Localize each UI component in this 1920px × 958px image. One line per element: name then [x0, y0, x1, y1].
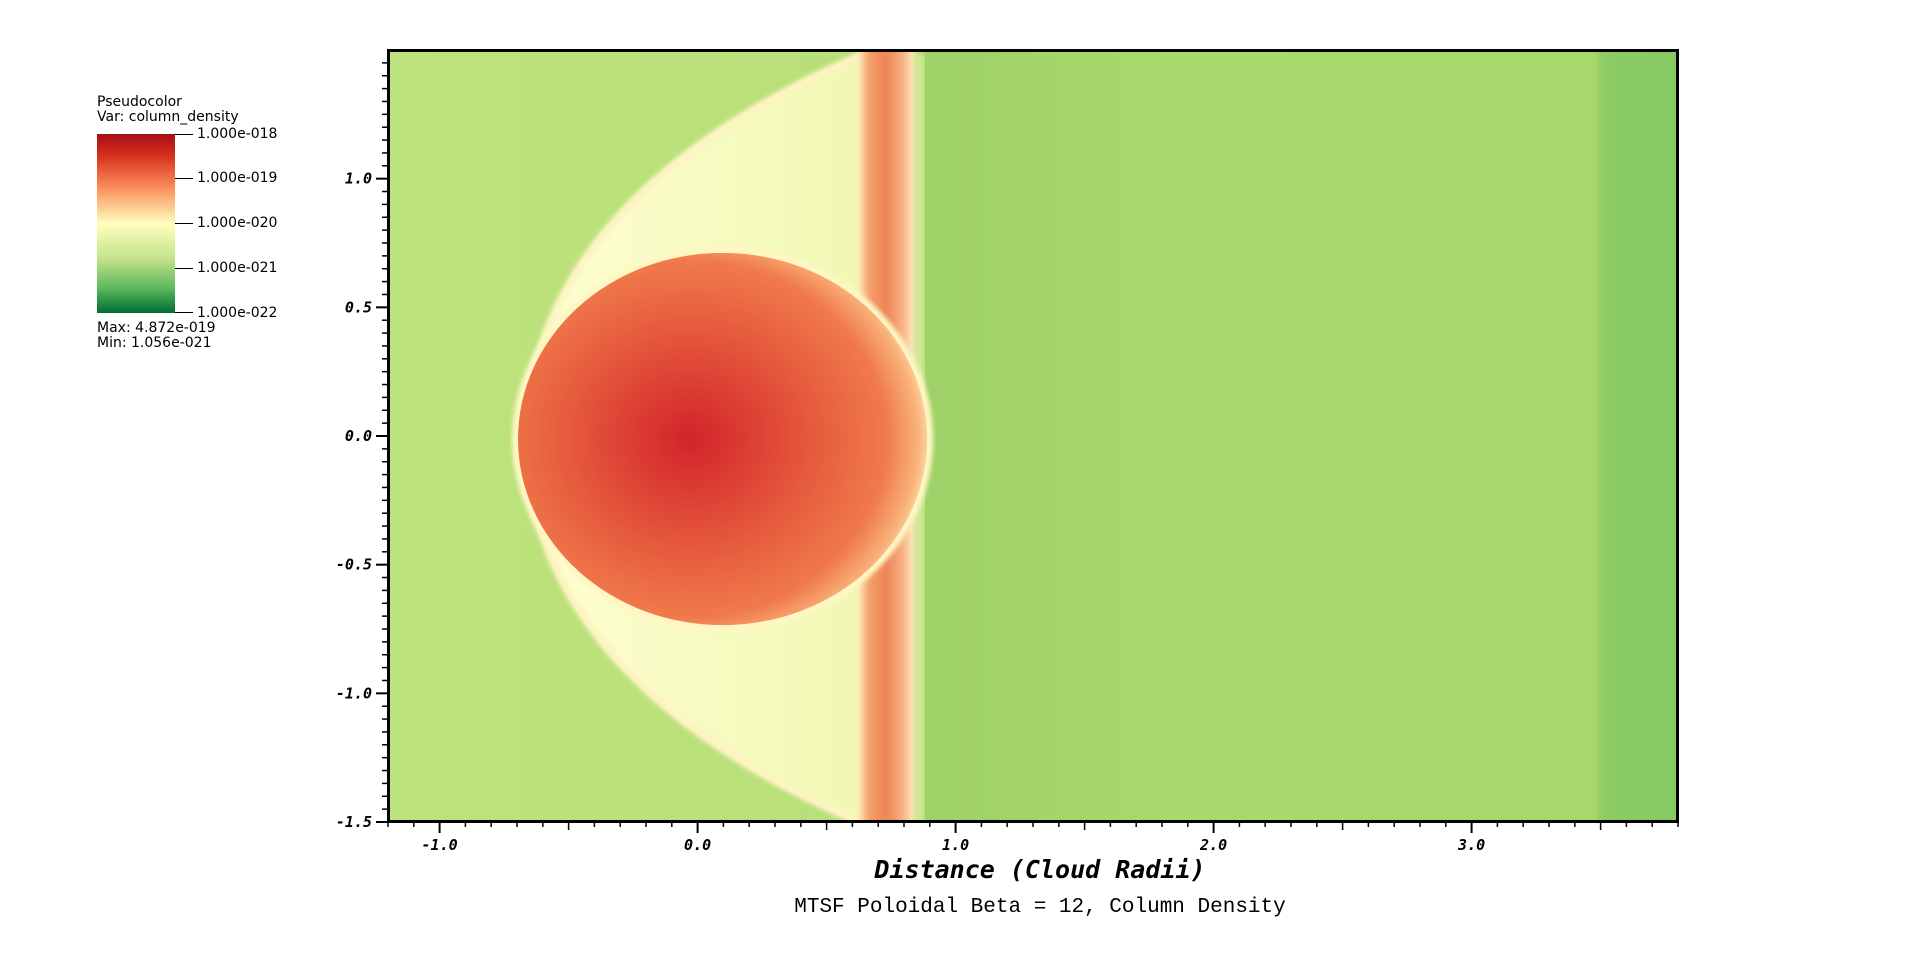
x-tick-label: 3.0 — [1457, 836, 1485, 854]
colorbar-tick — [175, 268, 193, 269]
density-field — [390, 52, 1676, 820]
colorbar-gradient — [97, 134, 175, 313]
y-tick-label: 1.0 — [345, 170, 372, 188]
y-tick-label: -0.5 — [336, 556, 372, 574]
y-tick-label: -1.0 — [336, 684, 372, 702]
cloud-core — [518, 252, 928, 626]
legend-type-label: Pseudocolor — [97, 94, 182, 110]
colorbar-tick — [175, 312, 193, 313]
colorbar-tick — [175, 178, 193, 179]
plot-area — [387, 49, 1679, 823]
y-tick-label: 0.5 — [345, 298, 372, 316]
x-tick-label: -1.0 — [422, 836, 458, 854]
x-tick-label: 2.0 — [1199, 836, 1227, 854]
plot-title: MTSF Poloidal Beta = 12, Column Density — [794, 896, 1286, 919]
colorbar-label: 1.000e-019 — [197, 170, 278, 186]
legend-min-label: Min: 1.056e-021 — [97, 335, 212, 351]
colorbar-label: 1.000e-018 — [197, 126, 278, 142]
x-tick-label: 1.0 — [942, 836, 969, 854]
colorbar — [97, 134, 175, 313]
x-axis-title: Distance (Cloud Radii) — [874, 855, 1206, 884]
legend-var-label: Var: column_density — [97, 109, 239, 125]
colorbar-label: 1.000e-022 — [197, 305, 278, 321]
x-tick-label: 0.0 — [684, 836, 711, 854]
legend-max-label: Max: 4.872e-019 — [97, 320, 216, 336]
colorbar-tick — [175, 223, 193, 224]
colorbar-label: 1.000e-021 — [197, 260, 278, 276]
colorbar-tick — [175, 134, 193, 135]
y-tick-label: -1.5 — [336, 813, 372, 831]
colorbar-label: 1.000e-020 — [197, 215, 278, 231]
downstream-edge — [1598, 52, 1676, 820]
y-tick-label: 0.0 — [345, 427, 372, 445]
